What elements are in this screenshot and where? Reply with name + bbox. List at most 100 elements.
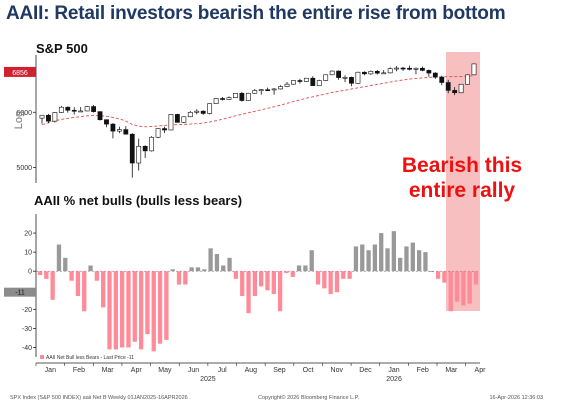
- spx-candle-body: [78, 110, 84, 113]
- spx-candle-body: [84, 106, 90, 112]
- aaii-bar: [126, 271, 131, 348]
- spx-candle-body: [400, 67, 406, 70]
- spx-candle: [413, 67, 419, 75]
- spx-candle-body: [58, 106, 64, 113]
- aaii-bar: [322, 271, 327, 289]
- aaii-bar: [410, 242, 415, 272]
- aaii-bar: [353, 246, 359, 272]
- spx-candle: [458, 83, 464, 94]
- spx-candle-body: [407, 67, 412, 70]
- aaii-bar: [315, 271, 321, 285]
- aaii-last-value-marker: [4, 287, 36, 297]
- spx-candle-body: [239, 93, 245, 101]
- aaii-bar: [284, 271, 289, 274]
- x-axis-month-label: Jul: [218, 367, 227, 374]
- aaii-bar: [56, 244, 62, 272]
- spx-candle-body: [116, 129, 122, 132]
- aaii-bar: [404, 246, 409, 272]
- spx-candle: [361, 71, 367, 76]
- spx-candle: [323, 74, 329, 82]
- aaii-y-tick-label: 20: [24, 231, 32, 238]
- spx-candle: [168, 114, 174, 131]
- spx-candle-body: [265, 89, 271, 91]
- aaii-bar: [183, 271, 188, 285]
- spx-candle: [284, 82, 290, 88]
- aaii-bar: [101, 271, 106, 308]
- spx-candle-body: [458, 83, 464, 94]
- aaii-y-tick-label: 10: [24, 250, 32, 257]
- x-axis-month-label: Feb: [417, 367, 429, 374]
- spx-candle: [471, 63, 477, 76]
- spx-candle: [97, 111, 103, 121]
- aaii-bar: [265, 271, 270, 291]
- spx-candle: [336, 70, 341, 80]
- spx-candle-body: [323, 74, 329, 81]
- spx-candle-body: [104, 119, 109, 125]
- aaii-bar: [170, 269, 175, 272]
- spx-candle-body: [258, 89, 264, 91]
- aaii-bar: [277, 271, 283, 312]
- spx-candle: [316, 79, 322, 86]
- spx-candle: [407, 65, 412, 71]
- spx-candle: [381, 69, 387, 75]
- aaii-bar: [296, 265, 302, 272]
- aaii-bar: [63, 257, 68, 272]
- x-axis-month-label: Aug: [245, 367, 258, 374]
- aaii-bar: [94, 271, 100, 281]
- square-marker-icon: [40, 355, 44, 359]
- spx-candle: [329, 70, 335, 76]
- spx-candle-body: [278, 86, 283, 90]
- aaii-bar: [252, 271, 257, 296]
- spx-candle-body: [271, 88, 277, 91]
- spx-candle: [420, 66, 425, 72]
- spx-candle-body: [387, 68, 393, 74]
- aaii-bar: [360, 244, 365, 272]
- spx-candle: [58, 105, 64, 114]
- aaii-bar: [37, 271, 43, 276]
- spx-candle: [220, 97, 225, 101]
- spx-candle: [123, 126, 129, 135]
- aaii-bar: [157, 271, 163, 344]
- spx-candle-body: [123, 129, 129, 135]
- spx-candle: [265, 87, 271, 91]
- spx-candle-body: [471, 63, 477, 76]
- spx-candle: [355, 71, 361, 84]
- x-axis-month-label: Jun: [188, 367, 199, 374]
- aaii-y-tick-label: -30: [22, 326, 32, 333]
- spx-candle-body: [155, 128, 161, 138]
- aaii-bar: [416, 250, 422, 272]
- spx-candle-body: [445, 82, 451, 91]
- spx-candle: [374, 69, 380, 75]
- spx-y-tick-label: 5000: [16, 165, 32, 172]
- spx-candle: [52, 112, 58, 123]
- aaii-bar: [75, 271, 81, 296]
- spx-candle: [465, 74, 470, 85]
- spx-candle: [452, 87, 458, 96]
- x-axis-month-label: Jan: [45, 367, 56, 374]
- spx-candle: [136, 138, 142, 171]
- spx-moving-average-line: [41, 75, 475, 128]
- aaii-bar: [88, 265, 93, 272]
- aaii-bar: [423, 252, 428, 272]
- spx-candle: [439, 75, 445, 86]
- spx-candle-body: [342, 77, 348, 79]
- aaii-legend-label: AAII Net Bull less Bears - Last Price -1…: [46, 355, 134, 361]
- footer-timestamp: 16-Apr-2026 12:36:03: [489, 395, 543, 401]
- spx-candle: [213, 97, 219, 104]
- spx-candle: [226, 96, 232, 100]
- spx-candle: [271, 88, 277, 95]
- spx-candle: [194, 109, 200, 115]
- aaii-bar: [334, 271, 340, 293]
- spx-candle-body: [245, 92, 251, 101]
- spx-candle-body: [297, 80, 303, 82]
- spx-candle: [368, 70, 374, 75]
- aaii-bar: [473, 271, 479, 285]
- x-axis-year-label: 2026: [386, 376, 402, 383]
- spx-candle: [104, 119, 109, 128]
- spx-candle: [303, 77, 309, 83]
- spx-candle-body: [336, 70, 341, 78]
- spx-candle-body: [39, 114, 45, 119]
- aaii-bar: [385, 248, 390, 272]
- spx-candle: [394, 66, 400, 72]
- spx-candle-body: [110, 123, 116, 132]
